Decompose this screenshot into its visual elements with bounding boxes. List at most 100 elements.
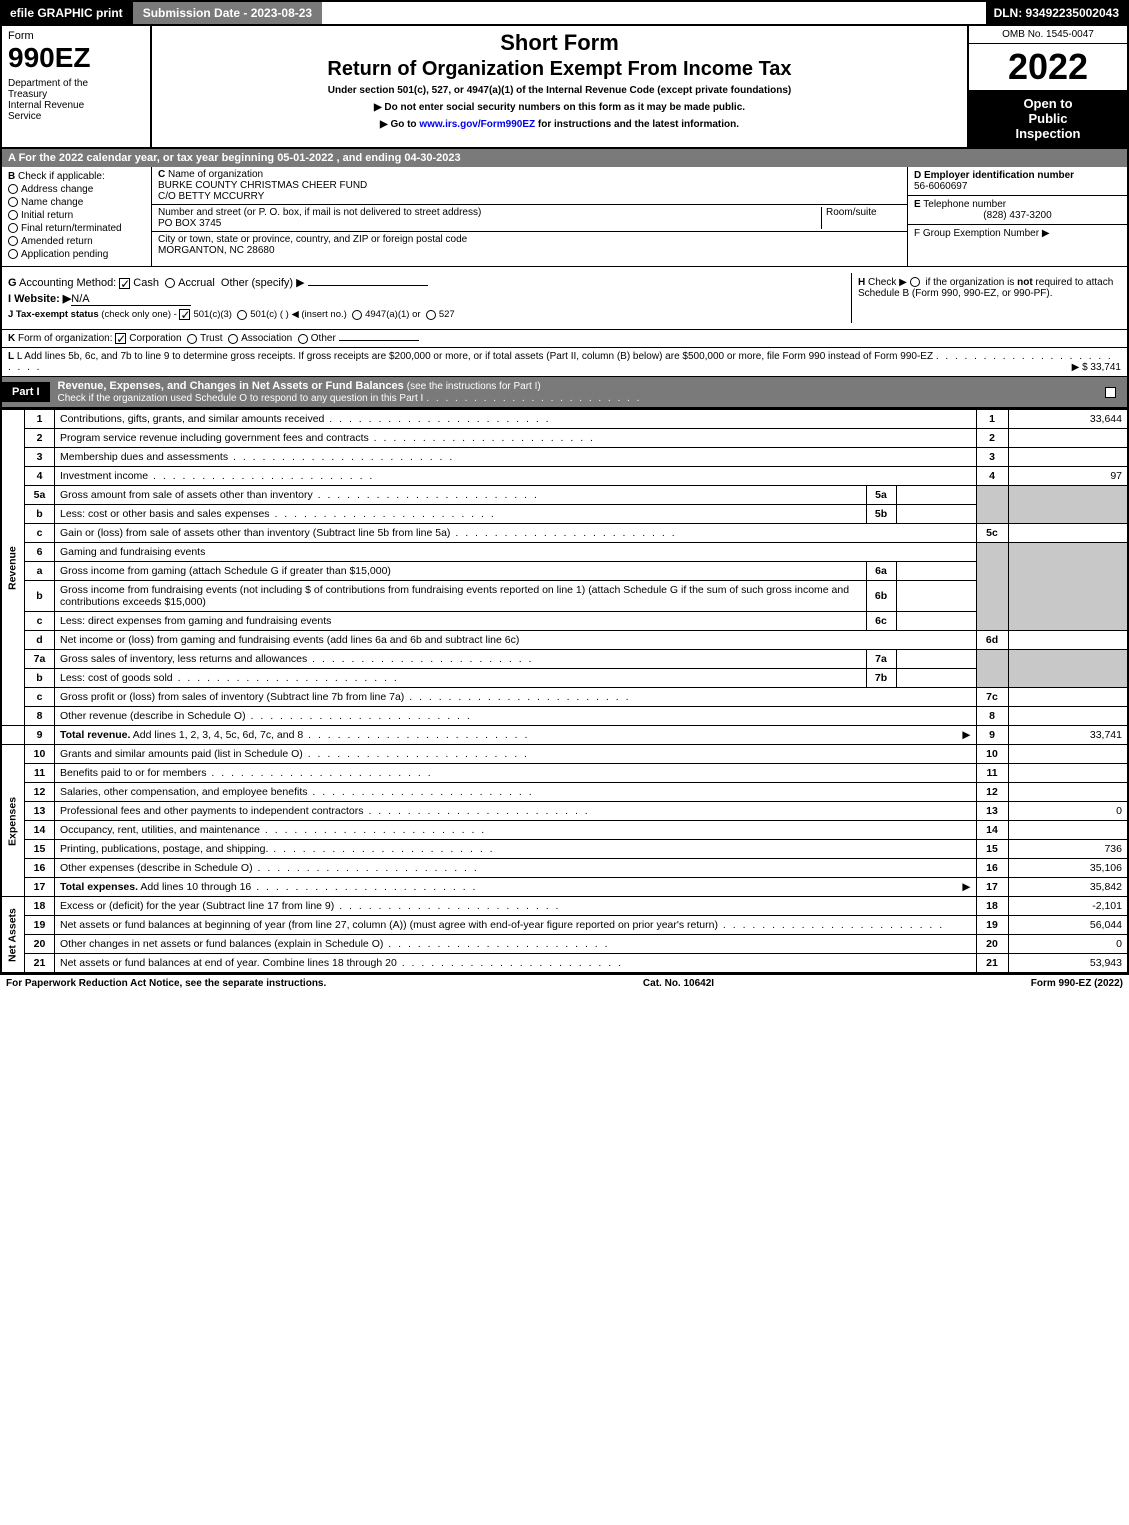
e-value: (828) 437-3200 (914, 210, 1121, 221)
form-id-block: Form 990EZ Department of theTreasuryInte… (2, 26, 152, 147)
submission-date: Submission Date - 2023-08-23 (131, 2, 322, 24)
footer-left: For Paperwork Reduction Act Notice, see … (6, 978, 326, 989)
section-ghij: G Accounting Method: Cash Accrual Other … (0, 267, 1129, 330)
amt-19: 56,044 (1008, 916, 1128, 935)
part-1-title: Revenue, Expenses, and Changes in Net As… (58, 380, 404, 392)
chk-final-return[interactable]: Final return/terminated (8, 223, 145, 234)
tax-year: 2022 (969, 44, 1127, 90)
chk-other[interactable] (298, 334, 308, 344)
chk-name-change[interactable]: Name change (8, 197, 145, 208)
f-label: F Group Exemption Number ▶ (914, 228, 1121, 239)
open-inspection: Open toPublicInspection (969, 90, 1127, 147)
line-k: K Form of organization: Corporation Trus… (0, 330, 1129, 348)
part-1-tab: Part I (2, 382, 50, 402)
vtab-revenue: Revenue (1, 410, 25, 726)
chk-association[interactable] (228, 334, 238, 344)
footer-cat: Cat. No. 10642I (643, 978, 714, 989)
chk-trust[interactable] (187, 334, 197, 344)
form-label: Form (8, 30, 144, 42)
street-value: PO BOX 3745 (158, 218, 821, 229)
amt-7c (1008, 688, 1128, 707)
footer: For Paperwork Reduction Act Notice, see … (0, 973, 1129, 992)
d-label: D Employer identification number (914, 170, 1121, 181)
part-1-header: Part I Revenue, Expenses, and Changes in… (0, 376, 1129, 409)
chk-accrual[interactable] (165, 278, 175, 288)
year-block: OMB No. 1545-0047 2022 Open toPublicInsp… (967, 26, 1127, 147)
chk-corporation[interactable] (115, 333, 126, 344)
section-b-label: B Check if applicable: (8, 171, 145, 182)
chk-501c[interactable] (237, 310, 247, 320)
form-title-block: Short Form Return of Organization Exempt… (152, 26, 967, 147)
chk-501c3[interactable] (179, 309, 190, 320)
org-co: C/O BETTY MCCURRY (158, 191, 901, 202)
org-name: BURKE COUNTY CHRISTMAS CHEER FUND (158, 180, 901, 191)
amt-3 (1008, 448, 1128, 467)
chk-amended-return[interactable]: Amended return (8, 236, 145, 247)
form-header: Form 990EZ Department of theTreasuryInte… (0, 24, 1129, 149)
amt-9: 33,741 (1008, 726, 1128, 745)
chk-schedule-o[interactable] (1105, 387, 1116, 398)
warning-line: ▶ Do not enter social security numbers o… (160, 102, 959, 113)
amt-17: 35,842 (1008, 878, 1128, 897)
goto-line: ▶ Go to www.irs.gov/Form990EZ for instru… (160, 119, 959, 130)
c-label: C Name of organization (158, 169, 901, 180)
vtab-netassets: Net Assets (1, 897, 25, 973)
line-g: G Accounting Method: Cash Accrual Other … (8, 276, 851, 289)
chk-h[interactable] (910, 277, 920, 287)
omb-number: OMB No. 1545-0047 (969, 26, 1127, 44)
return-title: Return of Organization Exempt From Incom… (160, 58, 959, 81)
line-a: A For the 2022 calendar year, or tax yea… (0, 149, 1129, 167)
section-de: D Employer identification number 56-6060… (907, 167, 1127, 266)
amt-16: 35,106 (1008, 859, 1128, 878)
section-h: H Check ▶ if the organization is not req… (851, 273, 1121, 323)
efile-label[interactable]: efile GRAPHIC print (2, 2, 131, 24)
line-l: L L Add lines 5b, 6c, and 7b to line 9 t… (0, 348, 1129, 376)
section-c: C Name of organization BURKE COUNTY CHRI… (152, 167, 907, 266)
amt-6d (1008, 631, 1128, 650)
d-value: 56-6060697 (914, 181, 1121, 192)
revenue-table: Revenue 1 Contributions, gifts, grants, … (0, 409, 1129, 973)
part-1-check: Check if the organization used Schedule … (58, 393, 424, 404)
line-j: J Tax-exempt status (check only one) - 5… (8, 309, 851, 320)
department-label: Department of theTreasuryInternal Revenu… (8, 78, 144, 122)
line-i: I Website: ▶N/A (8, 292, 851, 306)
amt-2 (1008, 429, 1128, 448)
amt-15: 736 (1008, 840, 1128, 859)
city-label: City or town, state or province, country… (158, 234, 901, 245)
street-label: Number and street (or P. O. box, if mail… (158, 207, 821, 218)
e-label: E Telephone number (914, 199, 1121, 210)
amt-8 (1008, 707, 1128, 726)
city-value: MORGANTON, NC 28680 (158, 245, 901, 256)
vtab-expenses: Expenses (1, 745, 25, 897)
footer-form: Form 990-EZ (2022) (1031, 978, 1123, 989)
section-b: B Check if applicable: Address change Na… (2, 167, 152, 266)
amt-18: -2,101 (1008, 897, 1128, 916)
amt-21: 53,943 (1008, 954, 1128, 973)
chk-application-pending[interactable]: Application pending (8, 249, 145, 260)
short-form-title: Short Form (160, 30, 959, 56)
amt-1: 33,644 (1008, 410, 1128, 429)
amt-13: 0 (1008, 802, 1128, 821)
amt-4: 97 (1008, 467, 1128, 486)
form-number: 990EZ (8, 42, 144, 74)
part-1-sub: (see the instructions for Part I) (407, 381, 541, 392)
amt-14 (1008, 821, 1128, 840)
amt-5c (1008, 524, 1128, 543)
amt-20: 0 (1008, 935, 1128, 954)
chk-527[interactable] (426, 310, 436, 320)
amt-10 (1008, 745, 1128, 764)
irs-link[interactable]: www.irs.gov/Form990EZ (419, 119, 535, 130)
line-l-amount: ▶ $ 33,741 (1072, 362, 1121, 373)
amt-12 (1008, 783, 1128, 802)
chk-initial-return[interactable]: Initial return (8, 210, 145, 221)
chk-4947[interactable] (352, 310, 362, 320)
chk-cash[interactable] (119, 278, 130, 289)
subtitle: Under section 501(c), 527, or 4947(a)(1)… (160, 85, 959, 96)
section-bcde: B Check if applicable: Address change Na… (0, 167, 1129, 267)
dln-label: DLN: 93492235002043 (986, 2, 1127, 24)
chk-address-change[interactable]: Address change (8, 184, 145, 195)
top-bar: efile GRAPHIC print Submission Date - 20… (0, 0, 1129, 24)
room-suite: Room/suite (821, 207, 901, 229)
amt-11 (1008, 764, 1128, 783)
website-value: N/A (71, 293, 191, 306)
